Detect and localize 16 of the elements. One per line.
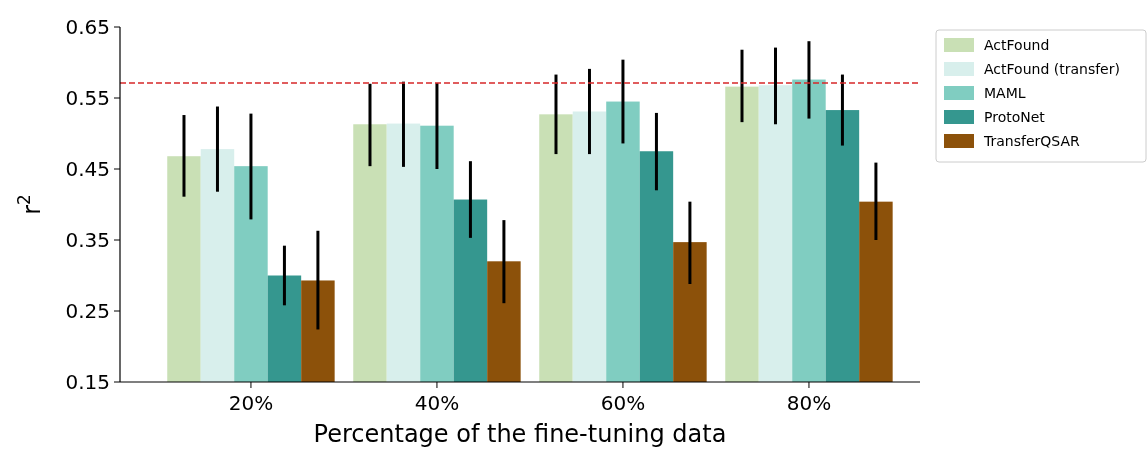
y-tick-label: 0.35 [65, 228, 110, 252]
legend-label: ProtoNet [984, 108, 1046, 125]
legend-label: ActFound [984, 36, 1050, 53]
legend-label: TransferQSAR [983, 132, 1081, 149]
y-tick-label: 0.45 [65, 157, 110, 181]
legend-label: ActFound (transfer) [984, 60, 1120, 77]
x-tick-label: 80% [786, 391, 832, 415]
y-tick-label: 0.15 [65, 370, 110, 394]
legend-label: MAML [984, 84, 1026, 101]
y-tick-label: 0.65 [65, 15, 110, 39]
y-tick-label: 0.55 [65, 86, 110, 110]
y-tick-label: 0.25 [65, 299, 110, 323]
x-tick-label: 20% [228, 391, 274, 415]
x-tick-label: 60% [600, 391, 646, 415]
x-tick-label: 40% [414, 391, 460, 415]
x-axis-title: Percentage of the fine-tuning data [313, 420, 727, 448]
